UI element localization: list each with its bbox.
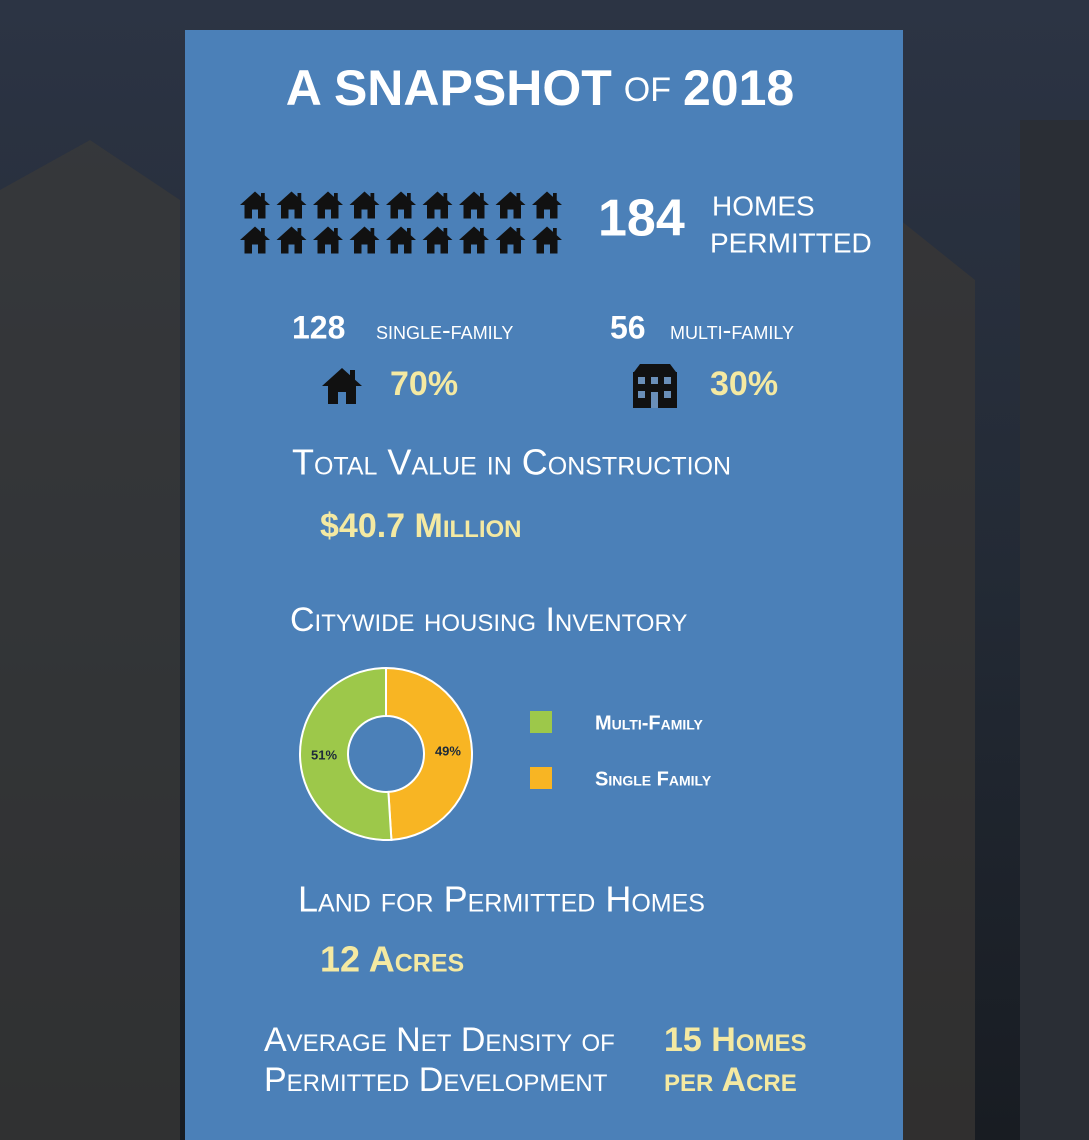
multi-share: 30% — [710, 365, 778, 403]
density-label: Average Net Density of — [264, 1021, 615, 1059]
single-label: single-family — [376, 315, 513, 345]
background-house — [1020, 120, 1089, 1140]
land-amount: 12 Acres — [320, 939, 464, 980]
multi-icon — [633, 364, 677, 408]
homes-label: PERMITTED — [710, 227, 872, 258]
slice-label: 51% — [311, 747, 337, 762]
homes-label: HOMES — [712, 190, 815, 221]
density-value: 15 Homes — [664, 1021, 807, 1059]
density-label: Permitted Development — [264, 1061, 608, 1099]
land-heading: Land for Permitted Homes — [298, 879, 705, 920]
title-main: A SNAPSHOT — [286, 60, 612, 116]
inventory-heading: Citywide housing Inventory — [290, 601, 687, 639]
donut-slice — [299, 666, 393, 841]
multi-count: 56 — [610, 309, 646, 345]
title: A SNAPSHOT OF 2018 — [286, 60, 794, 116]
donut-chart: 49% 51% Multi-Family Single Family — [299, 666, 712, 841]
slice-label: 49% — [435, 743, 461, 758]
donut-slice — [385, 666, 473, 841]
value-amount: $40.7 Million — [320, 507, 522, 545]
single-share: 70% — [390, 365, 458, 403]
title-of: OF — [624, 71, 671, 109]
legend-swatch — [530, 767, 552, 789]
value-heading: Total Value in Construction — [292, 442, 731, 483]
homes-count: 184 — [598, 190, 685, 248]
legend-label: Single Family — [595, 768, 712, 790]
legend-swatch — [530, 711, 552, 733]
title-year: 2018 — [683, 60, 794, 116]
background-house — [900, 220, 975, 1140]
legend-label: Multi-Family — [595, 712, 704, 734]
density-value: per Acre — [664, 1061, 797, 1099]
single-count: 128 — [292, 309, 345, 345]
multi-label: multi-family — [670, 315, 794, 345]
background-house — [0, 140, 180, 1140]
